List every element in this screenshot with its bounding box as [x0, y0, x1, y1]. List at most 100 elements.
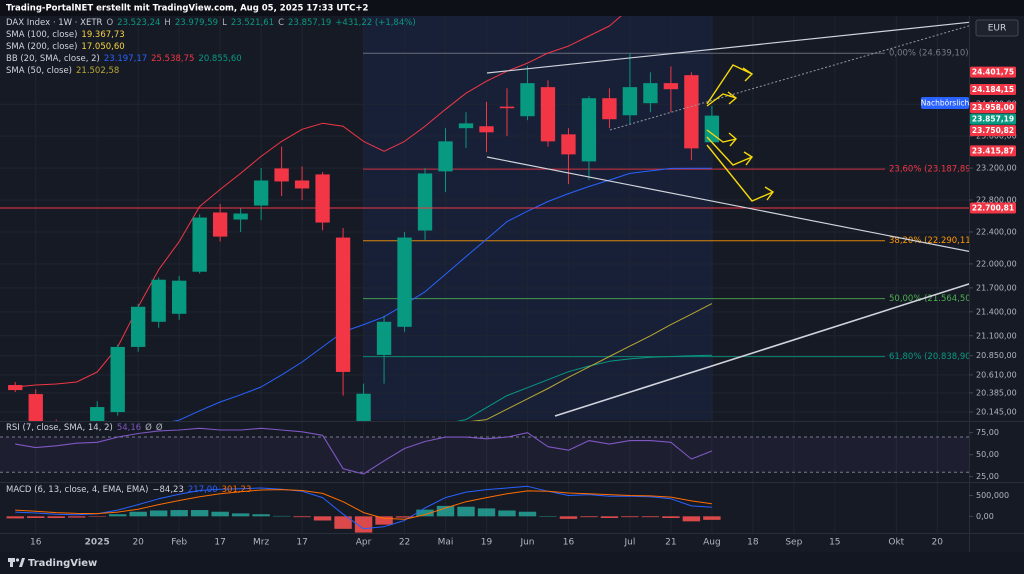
- indicator-value: 20.855,60: [198, 54, 242, 64]
- y-tick-label: 0,00: [976, 512, 994, 521]
- histogram-bar: [703, 516, 721, 520]
- arrow-head: [742, 67, 754, 82]
- histogram-bar: [498, 510, 516, 517]
- histogram-bar: [662, 516, 680, 518]
- price-label-box: [970, 113, 1016, 125]
- price-pane: 0,00% (24.639,10) 23,60% (23.187,89) 38,20…: [0, 16, 969, 421]
- y-tick-label: 21.100,00: [976, 331, 1017, 340]
- macd-pane: [6, 485, 721, 533]
- indicator-value: 21.502,58: [76, 66, 120, 76]
- arrow: [706, 136, 753, 166]
- legend-row: SMA (200, close) 17.050,60: [6, 41, 420, 53]
- histogram-bar: [539, 516, 557, 517]
- indicator-extra: Ø: [145, 423, 152, 433]
- histogram-bar: [682, 516, 701, 522]
- histogram-bar: [149, 510, 168, 517]
- trend-line: [609, 25, 969, 131]
- price-label: 23.857,19: [972, 115, 1014, 124]
- histogram-bar: [641, 516, 660, 518]
- candle-body: [663, 83, 679, 90]
- histogram-bar: [88, 516, 106, 517]
- ohlc-value: 23.521,61: [230, 18, 275, 28]
- ohlc-name: H: [164, 18, 171, 28]
- indicator-name: SMA (200, close): [6, 42, 78, 52]
- ohlc-name: O: [106, 18, 114, 28]
- arrow: [706, 93, 737, 107]
- logo-part: [10, 562, 13, 567]
- x-tick-label: 18: [747, 538, 759, 548]
- y-tick-label: 20.610,00: [976, 370, 1017, 379]
- price-label: 24.184,15: [972, 85, 1014, 94]
- footer-band: [0, 552, 1024, 574]
- candle-body: [90, 407, 105, 421]
- histogram-bar: [211, 511, 229, 517]
- candle-body: [581, 98, 597, 162]
- histogram-bar: [600, 516, 619, 518]
- candle-body: [315, 174, 330, 223]
- price-label-box: [970, 84, 1016, 96]
- candle-body: [438, 141, 453, 172]
- header-band: [0, 0, 1024, 16]
- x-tick-label: 21: [665, 538, 676, 548]
- histogram-bar: [436, 505, 455, 517]
- y-tick-label: 22.400,00: [976, 227, 1017, 236]
- trend-line: [554, 283, 969, 417]
- x-tick-label: Mai: [438, 538, 454, 548]
- indicator-line: [172, 167, 712, 421]
- symbol: DAX Index · 1W · XETR: [6, 18, 103, 28]
- candle-body: [131, 306, 146, 347]
- indicator-value: 23.197,17: [103, 54, 148, 64]
- currency-button[interactable]: [975, 19, 1019, 37]
- tradingview-logo: [8, 558, 25, 567]
- indicator-name: BB (20, SMA, close, 2): [6, 54, 100, 64]
- y-tick-label: 25,00: [976, 472, 999, 481]
- logo-part: [15, 558, 20, 562]
- histogram-bar: [580, 516, 598, 518]
- candle-body: [458, 123, 474, 129]
- x-tick-label: 15: [829, 538, 840, 548]
- x-tick-label: Aug: [703, 538, 721, 548]
- histogram-bar: [170, 510, 188, 517]
- candle-body: [294, 180, 310, 189]
- trend-line: [486, 21, 969, 74]
- candle-body: [643, 83, 658, 104]
- price-label-box: [970, 102, 1016, 114]
- histogram-bar: [518, 511, 537, 517]
- candle-body: [151, 279, 166, 322]
- histogram-bar: [190, 510, 209, 517]
- x-tick-label: 20: [932, 538, 944, 548]
- candle-body: [520, 83, 535, 117]
- candle-body: [110, 346, 125, 413]
- arrow: [706, 144, 774, 202]
- histogram-bar: [47, 516, 65, 518]
- histogram-bar: [27, 516, 45, 518]
- x-tick-label: Jun: [519, 538, 534, 548]
- candle-body: [233, 213, 248, 220]
- rsi-line: [15, 427, 713, 475]
- indicator-name: RSI (7, close, SMA, 14, 2): [6, 423, 113, 433]
- x-tick-label: Okt: [888, 538, 904, 548]
- logo-part: [8, 558, 15, 562]
- footer-brand: TradingView: [28, 558, 97, 569]
- indicator-value: 54,16: [116, 423, 142, 433]
- candle-body: [171, 280, 187, 314]
- x-tick-label: 2025: [85, 538, 110, 548]
- x-tick-label: 16: [30, 538, 42, 548]
- x-tick-label: Jul: [623, 538, 635, 548]
- candle-body: [212, 212, 228, 237]
- indicator-value: 19.367,73: [81, 30, 125, 40]
- indicator-name: MACD (6, 13, close, 4, EMA, EMA): [6, 485, 149, 495]
- histogram-bar: [293, 516, 311, 518]
- candle-body: [253, 180, 269, 206]
- rsi-legend: RSI (7, close, SMA, 14, 2) 54,16 Ø Ø: [6, 422, 167, 434]
- y-tick-label: 20.385,00: [976, 388, 1017, 397]
- indicator-value: 17.050,60: [81, 42, 125, 52]
- candle-body: [499, 106, 515, 109]
- session-label: Nachbörslich: [921, 99, 970, 108]
- arrow-head: [728, 132, 737, 147]
- price-label-box: [970, 125, 1016, 137]
- price-label: 22.700,81: [972, 203, 1014, 212]
- histogram-bar: [477, 508, 496, 517]
- candle-body: [602, 98, 617, 120]
